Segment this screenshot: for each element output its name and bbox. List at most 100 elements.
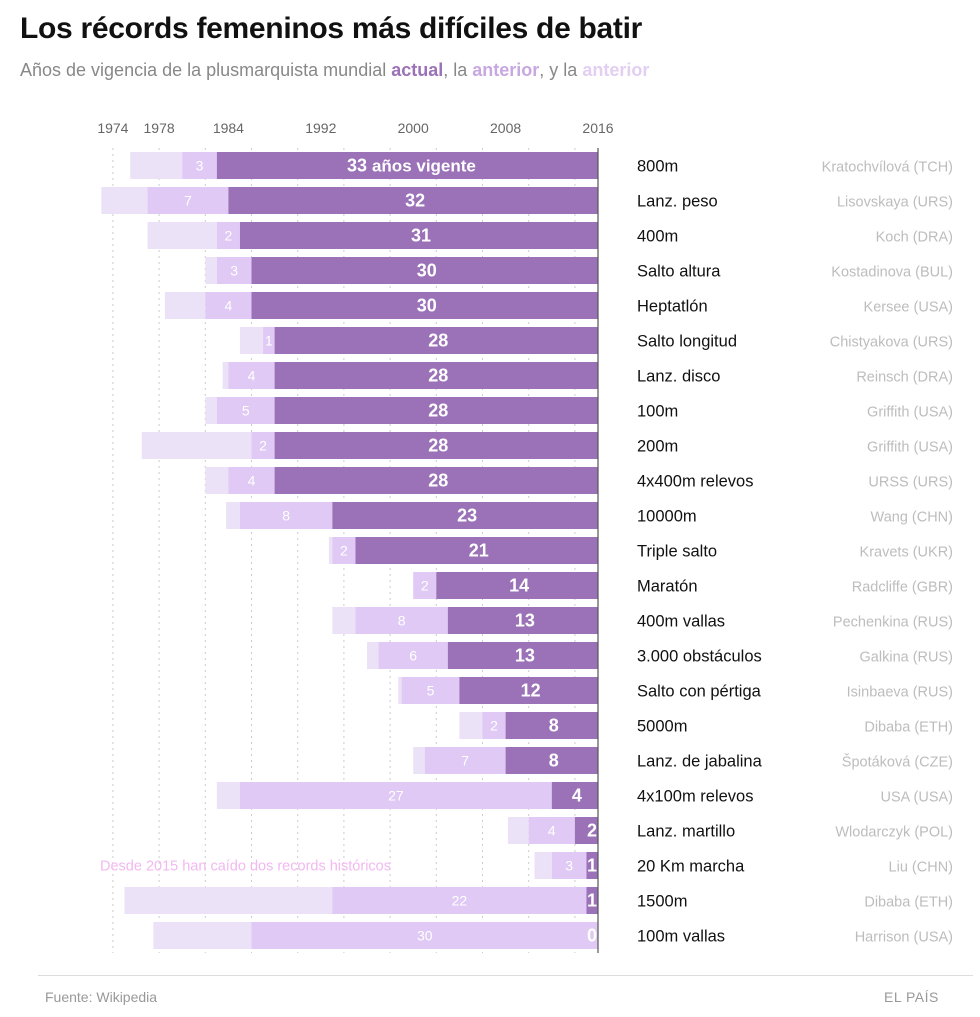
previous-value-label-3: 3 — [230, 263, 238, 279]
subtitle-legend-anterior-2: anterior — [582, 60, 650, 80]
holder-label-15: Isinbaeva (RUS) — [847, 685, 953, 701]
bar-previous-2 — [216, 222, 240, 249]
bar-current-15 — [459, 677, 598, 704]
previous-value-label-18: 27 — [388, 788, 404, 804]
bar-previous2-2 — [147, 222, 217, 249]
previous-value-label-12: 2 — [421, 578, 429, 594]
event-label-22: 100m vallas — [637, 928, 725, 946]
bar-previous-1 — [147, 187, 229, 214]
holder-label-9: URSS (URS) — [868, 475, 953, 491]
previous-value-label-7: 5 — [242, 403, 250, 419]
holder-label-6: Reinsch (DRA) — [856, 370, 953, 386]
bar-previous-17 — [424, 747, 506, 774]
bar-current-21 — [586, 887, 598, 914]
footer-divider — [38, 975, 973, 976]
previous-value-label-0: 3 — [196, 158, 204, 174]
current-value-label-0: 33 años vigente — [347, 156, 476, 176]
previous-value-label-11: 2 — [340, 543, 348, 559]
current-value-label-20: 1 — [587, 856, 597, 876]
current-value-label-1: 32 — [405, 191, 425, 211]
current-value-label-21: 1 — [587, 891, 597, 911]
event-label-13: 400m vallas — [637, 613, 725, 631]
current-value-number: 33 — [347, 156, 372, 176]
bar-previous2-9 — [205, 467, 229, 494]
event-label-12: Maratón — [637, 578, 698, 596]
holder-label-12: Radcliffe (GBR) — [852, 580, 953, 596]
bar-current-10 — [332, 502, 598, 529]
bar-current-6 — [274, 362, 598, 389]
current-value-label-11: 21 — [469, 541, 489, 561]
holder-label-1: Lisovskaya (URS) — [837, 195, 953, 211]
holder-label-14: Galkina (RUS) — [860, 650, 953, 666]
event-label-5: Salto longitud — [637, 333, 737, 351]
bar-previous-5 — [263, 327, 275, 354]
current-value-label-4: 30 — [417, 296, 437, 316]
event-label-3: Salto altura — [637, 263, 721, 281]
event-label-19: Lanz. martillo — [637, 823, 735, 841]
current-value-label-7: 28 — [428, 401, 448, 421]
bar-current-11 — [355, 537, 598, 564]
bar-previous-21 — [332, 887, 587, 914]
bar-current-17 — [505, 747, 598, 774]
subtitle-text-2: , la — [443, 60, 473, 80]
bar-previous-7 — [216, 397, 275, 424]
bar-previous2-4 — [164, 292, 206, 319]
bar-previous-15 — [401, 677, 460, 704]
bar-current-13 — [447, 607, 598, 634]
holder-label-18: USA (USA) — [880, 790, 953, 806]
x-tick-label-1992: 1992 — [305, 120, 336, 136]
bar-previous-3 — [216, 257, 252, 284]
source-note: Fuente: Wikipedia — [45, 989, 158, 1005]
bar-previous2-7 — [205, 397, 217, 424]
event-label-6: Lanz. disco — [637, 368, 720, 386]
x-tick-label-1974: 1974 — [97, 120, 128, 136]
current-value-label-12: 14 — [509, 576, 529, 596]
x-tick-label-2016: 2016 — [582, 120, 613, 136]
bar-previous2-21 — [124, 887, 333, 914]
bar-previous2-3 — [205, 257, 217, 284]
x-tick-label-2000: 2000 — [398, 120, 429, 136]
event-label-0: 800m — [637, 158, 678, 176]
previous-value-label-10: 8 — [282, 508, 290, 524]
chart-subtitle: Años de vigencia de la plusmarquista mun… — [20, 60, 649, 81]
previous-value-label-9: 4 — [248, 473, 256, 489]
current-value-label-2: 31 — [411, 226, 431, 246]
event-label-20: 20 Km marcha — [637, 858, 745, 876]
x-tick-label-2008: 2008 — [490, 120, 521, 136]
bar-previous2-11 — [328, 537, 333, 564]
holder-label-19: Wlodarczyk (POL) — [835, 825, 953, 841]
previous-value-label-17: 7 — [461, 753, 469, 769]
holder-label-4: Kersee (USA) — [864, 300, 953, 316]
previous-value-label-5: 1 — [265, 333, 273, 349]
bar-previous2-5 — [239, 327, 264, 354]
previous-value-label-6: 4 — [248, 368, 256, 384]
bar-previous2-8 — [141, 432, 252, 459]
bar-previous2-17 — [413, 747, 425, 774]
bar-current-16 — [505, 712, 598, 739]
bar-previous-16 — [482, 712, 506, 739]
bar-previous2-10 — [226, 502, 240, 529]
bar-current-7 — [274, 397, 598, 424]
current-value-label-22: 0 — [587, 926, 597, 946]
bar-current-18 — [551, 782, 598, 809]
bar-previous-13 — [355, 607, 448, 634]
bar-previous2-13 — [332, 607, 356, 634]
holder-label-22: Harrison (USA) — [855, 930, 953, 946]
bar-current-2 — [239, 222, 598, 249]
bar-current-8 — [274, 432, 598, 459]
bar-current-12 — [436, 572, 598, 599]
holder-label-11: Kravets (UKR) — [860, 545, 953, 561]
bar-previous-9 — [228, 467, 275, 494]
subtitle-legend-anterior: anterior — [472, 60, 540, 80]
current-value-suffix: años vigente — [372, 157, 476, 176]
holder-label-3: Kostadinova (BUL) — [831, 265, 953, 281]
bar-previous2-16 — [459, 712, 483, 739]
current-value-label-16: 8 — [549, 716, 559, 736]
holder-label-7: Griffith (USA) — [867, 405, 953, 421]
previous-value-label-21: 22 — [452, 893, 468, 909]
event-label-18: 4x100m relevos — [637, 788, 753, 806]
bar-current-19 — [574, 817, 598, 844]
holder-label-10: Wang (CHN) — [871, 510, 953, 526]
event-label-7: 100m — [637, 403, 678, 421]
previous-value-label-15: 5 — [427, 683, 435, 699]
